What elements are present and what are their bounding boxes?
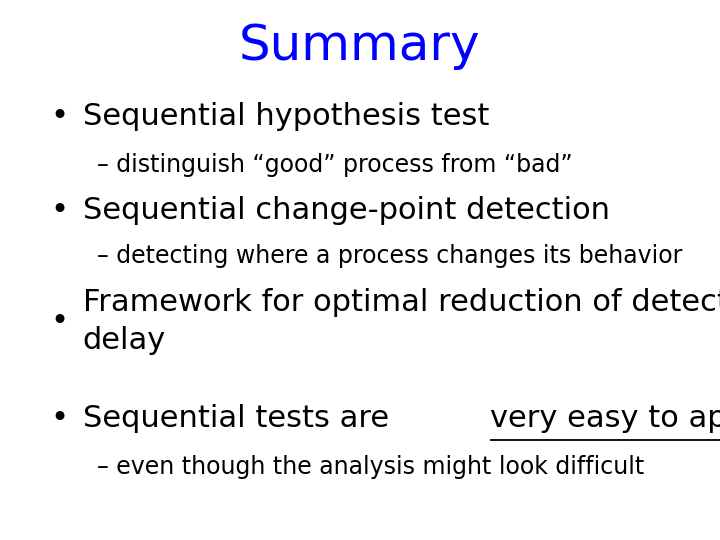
Text: Sequential tests are: Sequential tests are [83,404,399,433]
Text: •: • [50,196,68,225]
Text: very easy to apply: very easy to apply [490,404,720,433]
Text: – distinguish “good” process from “bad”: – distinguish “good” process from “bad” [97,153,573,177]
Text: •: • [50,307,68,336]
Text: – even though the analysis might look difficult: – even though the analysis might look di… [97,455,644,479]
Text: – detecting where a process changes its behavior: – detecting where a process changes its … [97,245,683,268]
Text: Summary: Summary [239,22,481,70]
Text: Sequential hypothesis test: Sequential hypothesis test [83,102,489,131]
Text: Sequential change-point detection: Sequential change-point detection [83,196,610,225]
Text: •: • [50,102,68,131]
Text: •: • [50,404,68,433]
Text: Framework for optimal reduction of detection
delay: Framework for optimal reduction of detec… [83,288,720,355]
